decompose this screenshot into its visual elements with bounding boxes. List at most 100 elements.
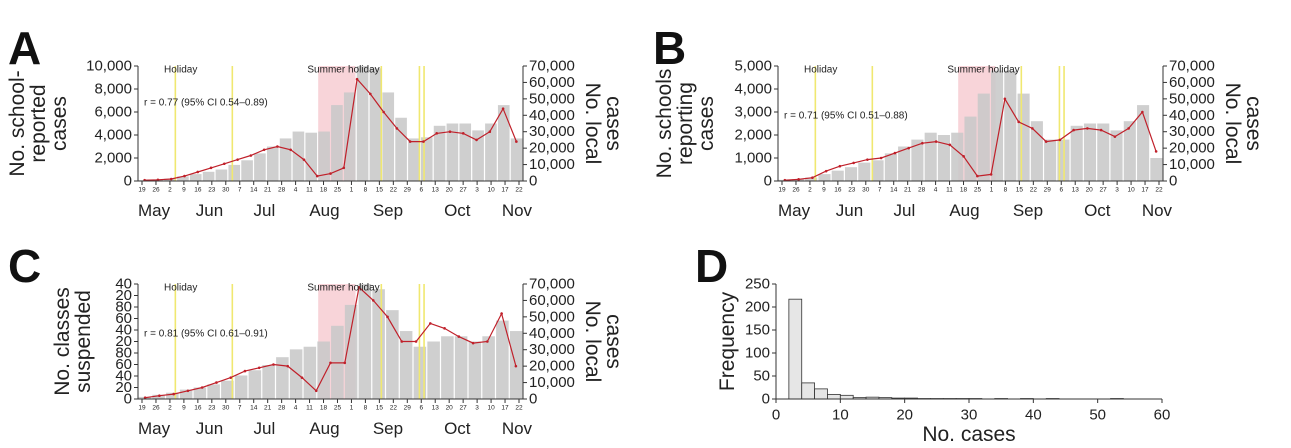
day-tick-label: 19 [138,187,146,194]
day-tick-label: 7 [238,187,242,194]
bar [472,130,484,181]
local-cases-point [824,169,828,173]
day-tick-label: 2 [168,405,172,412]
day-tick-label: 9 [182,405,186,412]
y2-tick-label: 50,000 [529,90,575,107]
bar [1083,123,1097,181]
y2-tick-label: 0 [529,173,537,190]
bar [266,146,279,181]
month-label: Aug [309,419,339,438]
y-tick-label: 80 [115,345,132,362]
day-tick-label: 7 [878,187,882,194]
local-cases-point [948,143,952,147]
day-tick-label: 13 [432,405,440,412]
x-tick-label: 30 [961,407,978,424]
local-cases-point [215,381,218,384]
local-cases-point [976,174,979,178]
local-cases-point [158,394,161,398]
day-tick-label: 3 [1115,187,1119,194]
day-tick-label: 18 [320,187,328,194]
month-label: May [138,419,171,438]
day-tick-label: 14 [890,187,898,194]
day-tick-label: 8 [364,187,368,194]
month-label: May [778,201,811,220]
day-tick-label: 22 [390,187,398,194]
y-axis-title-line: reporting [674,82,697,165]
y2-axis-title-line: No. local [581,301,604,383]
bar [289,349,303,399]
local-cases-point [289,148,292,152]
day-tick-label: 27 [1100,187,1108,194]
bar [441,336,454,399]
y2-tick-label: 70,000 [1169,58,1215,75]
bar [1044,139,1057,181]
local-cases-point [314,389,318,393]
histogram-bar [801,382,816,400]
day-tick-label: 20 [446,187,454,194]
y2-tick-label: 60,000 [1169,74,1215,91]
y-axis-title: Frequency [716,291,739,391]
local-cases-point [1141,110,1144,114]
y-tick-label: 0 [124,391,132,408]
local-cases-point [262,148,266,152]
local-cases-line [784,97,1157,181]
bar [241,160,253,181]
y-tick-label: 4,000 [94,127,132,144]
day-tick-label: 26 [152,187,160,194]
local-cases-point [186,389,190,393]
bar [303,346,317,399]
y-tick-label: 40 [115,368,132,385]
holiday-label: Holiday [164,65,197,76]
y2-tick-label: 40,000 [529,325,575,342]
local-cases-point [257,366,261,370]
bar [991,70,1004,181]
local-cases-point [272,363,275,366]
correlation-annotation: r = 0.71 (95% CI 0.51–0.88) [784,111,908,122]
day-tick-label: 14 [250,405,258,412]
local-cases-point [172,392,175,396]
y-tick-label: 2,000 [94,150,132,167]
day-tick-label: 17 [501,405,509,412]
day-tick-label: 25 [334,405,342,412]
y-tick-label: 100 [745,345,770,362]
day-tick-label: 22 [390,405,398,412]
summer-holiday-label: Summer holiday [307,65,379,76]
y2-tick-label: 60,000 [529,74,575,91]
panel-label: C [8,240,41,292]
month-label: Jun [196,419,223,438]
local-cases-point [236,158,239,161]
y-tick-label: 150 [745,322,770,339]
y-tick-label: 0 [764,173,772,190]
local-cases-point [962,155,965,158]
bar [433,125,446,181]
day-tick-label: 11 [946,187,953,194]
bar [818,174,831,181]
day-tick-label: 13 [1072,187,1080,194]
local-cases-point [1154,150,1158,153]
bar [221,380,234,399]
y-tick-label: 5,000 [734,58,772,75]
local-cases-point [934,140,938,143]
day-tick-label: 16 [194,405,202,412]
local-cases-point [471,341,475,345]
local-cases-point [1044,140,1048,143]
local-cases-point [382,110,385,114]
day-tick-label: 15 [376,405,384,412]
local-cases-point [329,361,332,365]
day-tick-label: 11 [306,405,313,412]
local-cases-point [1031,127,1034,130]
bar [358,284,372,399]
day-tick-label: 29 [404,187,412,194]
day-tick-label: 22 [1030,187,1038,194]
local-cases-point [243,369,247,373]
bar [1017,93,1030,181]
bar [858,162,871,181]
month-label: Jun [196,201,223,220]
day-tick-label: 23 [208,187,216,194]
y2-axis-title-line: cases [602,96,625,151]
day-tick-label: 6 [419,405,423,412]
local-cases-point [866,158,869,161]
y-tick-label: 3,000 [734,104,772,121]
day-tick-label: 22 [1155,187,1163,194]
bar [427,341,440,399]
